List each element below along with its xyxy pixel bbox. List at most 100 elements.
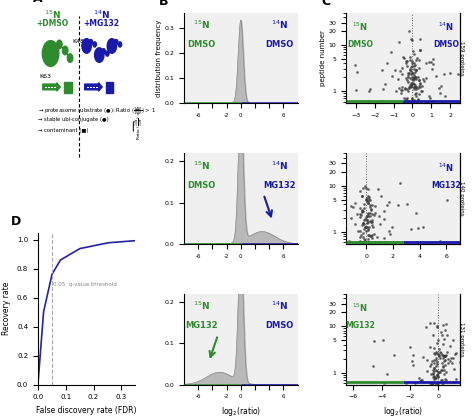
Point [435,352,443,359]
Circle shape [115,40,118,45]
Point [404,69,412,76]
Point [445,356,452,362]
Point [367,206,374,213]
Point [445,359,452,366]
Text: $^{15}$N: $^{15}$N [193,18,210,31]
Point [360,216,368,223]
Point [364,197,372,204]
Point [432,380,440,386]
Point [439,351,447,358]
Point [433,359,441,366]
Bar [64,82,72,93]
Point [403,85,411,92]
Text: K48: K48 [72,39,84,44]
Point [352,87,360,93]
Point [440,352,447,359]
Point [363,197,371,204]
Point [391,352,398,358]
Point [410,69,417,76]
Point [441,358,448,365]
Circle shape [63,46,68,55]
Point [436,89,443,96]
Point [408,60,416,67]
Point [356,234,364,240]
Point [410,98,418,105]
Point [366,232,374,239]
Point [407,68,415,74]
Point [374,186,382,193]
Point [452,350,459,357]
Point [428,380,435,386]
Circle shape [106,51,109,56]
Point [412,83,419,90]
Point [414,224,422,231]
Point [402,75,410,82]
Point [394,201,402,208]
Point [441,356,449,363]
Point [361,183,369,190]
Point [439,341,447,347]
Point [438,360,446,367]
Point [395,84,403,91]
Point [451,366,458,372]
X-axis label: log$_2$(ratio): log$_2$(ratio) [383,405,423,418]
Text: +MG132: +MG132 [83,19,119,28]
Point [362,216,369,222]
Point [356,228,364,234]
Point [366,204,374,211]
Point [424,98,431,105]
Point [406,84,413,90]
Point [408,75,416,82]
Text: $^{14}$N: $^{14}$N [438,20,454,33]
Point [386,227,393,234]
Text: A: A [33,0,43,5]
Point [438,380,446,386]
Point [441,327,449,334]
Point [410,84,418,90]
Point [403,77,411,84]
Point [406,75,414,82]
Point [354,228,362,234]
Point [361,201,368,207]
Point [415,65,423,71]
Point [441,352,449,359]
Point [408,80,415,87]
Point [406,54,413,60]
Text: +DMSO: +DMSO [36,19,69,28]
Point [364,212,372,219]
Point [363,195,371,201]
Point [430,375,438,382]
Point [404,98,412,105]
Point [415,56,423,63]
Point [359,230,366,237]
Point [412,56,420,63]
Point [451,351,458,357]
Point [360,226,368,233]
Point [402,58,410,64]
Point [442,376,449,382]
Point [369,217,376,224]
Point [380,216,388,222]
Point [406,81,413,88]
Point [439,364,447,370]
Point [415,77,423,84]
Point [434,374,442,381]
Point [411,98,419,105]
Point [428,380,436,386]
Point [442,377,450,383]
Text: MG132: MG132 [185,321,218,330]
Point [347,214,355,221]
Point [426,344,434,351]
FancyArrow shape [43,83,60,91]
Point [356,239,364,245]
Point [418,87,426,94]
Point [372,98,380,105]
Point [434,370,442,377]
Point [430,350,438,357]
Point [381,239,389,245]
Point [407,344,414,350]
Point [370,338,378,344]
Point [423,75,430,82]
Point [419,377,426,384]
Text: C: C [321,0,330,8]
